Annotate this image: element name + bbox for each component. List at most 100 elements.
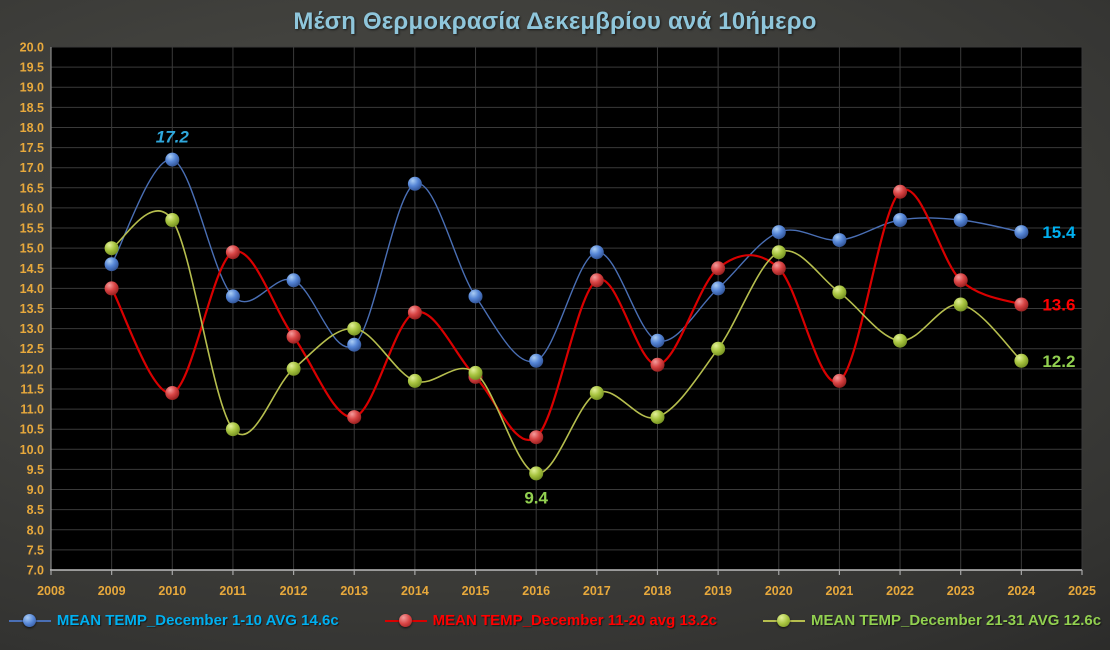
- series-dec-21-31: [104, 210, 1029, 481]
- data-point[interactable]: [953, 213, 968, 227]
- svg-text:9.5: 9.5: [27, 463, 44, 477]
- data-point[interactable]: [286, 329, 301, 344]
- data-point[interactable]: [407, 373, 422, 388]
- svg-text:10.0: 10.0: [20, 443, 44, 457]
- data-point[interactable]: [104, 241, 119, 256]
- data-point[interactable]: [407, 305, 422, 320]
- svg-text:8.0: 8.0: [27, 523, 44, 537]
- svg-text:2022: 2022: [886, 584, 914, 598]
- svg-text:2015: 2015: [462, 584, 490, 598]
- data-point[interactable]: [771, 245, 786, 260]
- data-point[interactable]: [468, 289, 483, 304]
- series-dec-1-10: [104, 152, 1029, 368]
- data-point[interactable]: [832, 233, 847, 248]
- svg-text:19.5: 19.5: [20, 61, 44, 75]
- data-point[interactable]: [650, 357, 665, 372]
- data-point[interactable]: [711, 341, 726, 356]
- svg-text:9.0: 9.0: [27, 483, 44, 497]
- data-point[interactable]: [347, 337, 362, 352]
- data-point[interactable]: [893, 213, 908, 227]
- data-point[interactable]: [225, 289, 240, 304]
- data-point[interactable]: [711, 261, 726, 276]
- svg-text:15.0: 15.0: [20, 242, 44, 256]
- data-point[interactable]: [893, 333, 908, 348]
- data-point[interactable]: [589, 245, 604, 260]
- data-point[interactable]: [893, 184, 908, 199]
- svg-text:10.5: 10.5: [20, 423, 44, 437]
- data-point[interactable]: [953, 273, 968, 288]
- data-point[interactable]: [225, 422, 240, 437]
- svg-text:12.5: 12.5: [20, 342, 44, 356]
- svg-text:14.5: 14.5: [20, 262, 44, 276]
- svg-text:15.5: 15.5: [20, 222, 44, 236]
- data-point[interactable]: [1014, 353, 1029, 368]
- svg-text:17.5: 17.5: [20, 141, 44, 155]
- svg-text:13.5: 13.5: [20, 302, 44, 316]
- data-point[interactable]: [589, 273, 604, 288]
- data-point[interactable]: [407, 176, 422, 191]
- data-point[interactable]: [286, 361, 301, 376]
- svg-text:2024: 2024: [1007, 584, 1035, 598]
- data-point[interactable]: [165, 386, 180, 400]
- svg-text:2010: 2010: [158, 584, 186, 598]
- legend-item-dec-1-10[interactable]: MEAN TEMP_December 1-10 AVG 14.6c: [8, 612, 339, 629]
- svg-text:8.5: 8.5: [27, 503, 44, 517]
- data-point[interactable]: [1014, 297, 1029, 312]
- legend-marker-green-icon: [762, 613, 805, 628]
- data-point[interactable]: [953, 297, 968, 312]
- svg-text:13.0: 13.0: [20, 322, 44, 336]
- svg-text:2008: 2008: [37, 584, 65, 598]
- data-point[interactable]: [529, 430, 544, 445]
- data-label-12.2: 12.2: [1042, 352, 1075, 371]
- data-point[interactable]: [468, 365, 483, 380]
- data-point[interactable]: [165, 152, 180, 167]
- legend-item-dec-21-31[interactable]: MEAN TEMP_December 21-31 AVG 12.6c: [762, 612, 1102, 629]
- svg-text:20.0: 20.0: [20, 41, 44, 55]
- data-point[interactable]: [711, 281, 726, 296]
- data-point[interactable]: [104, 281, 119, 296]
- svg-text:2020: 2020: [765, 584, 793, 598]
- data-point[interactable]: [650, 410, 665, 425]
- svg-text:11.0: 11.0: [20, 403, 44, 417]
- svg-text:2014: 2014: [401, 584, 429, 598]
- svg-text:19.0: 19.0: [20, 81, 44, 95]
- svg-text:2021: 2021: [826, 584, 854, 598]
- data-point[interactable]: [771, 225, 786, 240]
- legend-item-dec-11-20[interactable]: MEAN TEMP_December 11-20 avg 13.2c: [384, 612, 717, 629]
- data-point[interactable]: [650, 333, 665, 348]
- data-label-15.4: 15.4: [1042, 223, 1076, 242]
- svg-text:2016: 2016: [522, 584, 550, 598]
- svg-text:2019: 2019: [704, 584, 732, 598]
- gridlines: [50, 46, 1083, 571]
- svg-text:11.5: 11.5: [20, 382, 44, 396]
- data-label-9.4: 9.4: [524, 488, 548, 507]
- svg-text:12.0: 12.0: [20, 362, 44, 376]
- legend-label-dec-21-31: MEAN TEMP_December 21-31 AVG 12.6c: [810, 612, 1102, 629]
- data-point[interactable]: [589, 386, 604, 400]
- data-point[interactable]: [225, 245, 240, 260]
- data-point[interactable]: [529, 466, 544, 481]
- chart-title: Μέση Θερμοκρασία Δεκεμβρίου ανά 10ήμερο: [293, 8, 817, 35]
- svg-text:2011: 2011: [219, 584, 246, 598]
- y-axis-labels: 20.0 19.5 19.0 18.5 18.0 17.5 17.0 16.5 16.0 15.5…: [20, 41, 44, 578]
- data-point[interactable]: [832, 285, 847, 300]
- data-point[interactable]: [286, 273, 301, 288]
- svg-text:16.0: 16.0: [20, 201, 44, 215]
- data-point[interactable]: [832, 373, 847, 388]
- data-point[interactable]: [771, 261, 786, 276]
- data-point[interactable]: [165, 213, 180, 227]
- svg-text:2017: 2017: [583, 584, 611, 598]
- legend-marker-blue-icon: [8, 613, 51, 628]
- svg-text:16.5: 16.5: [20, 181, 44, 195]
- data-point[interactable]: [529, 353, 544, 368]
- data-point[interactable]: [347, 410, 362, 425]
- data-label-17.2: 17.2: [156, 128, 190, 147]
- data-point[interactable]: [104, 257, 119, 272]
- svg-text:18.5: 18.5: [20, 101, 44, 115]
- data-point[interactable]: [347, 321, 362, 336]
- x-axis-labels: 2008 2009 2010 2011 2012 2013 2014 2015 2016 2017…: [37, 584, 1096, 598]
- data-point[interactable]: [1014, 225, 1029, 240]
- svg-text:2009: 2009: [98, 584, 126, 598]
